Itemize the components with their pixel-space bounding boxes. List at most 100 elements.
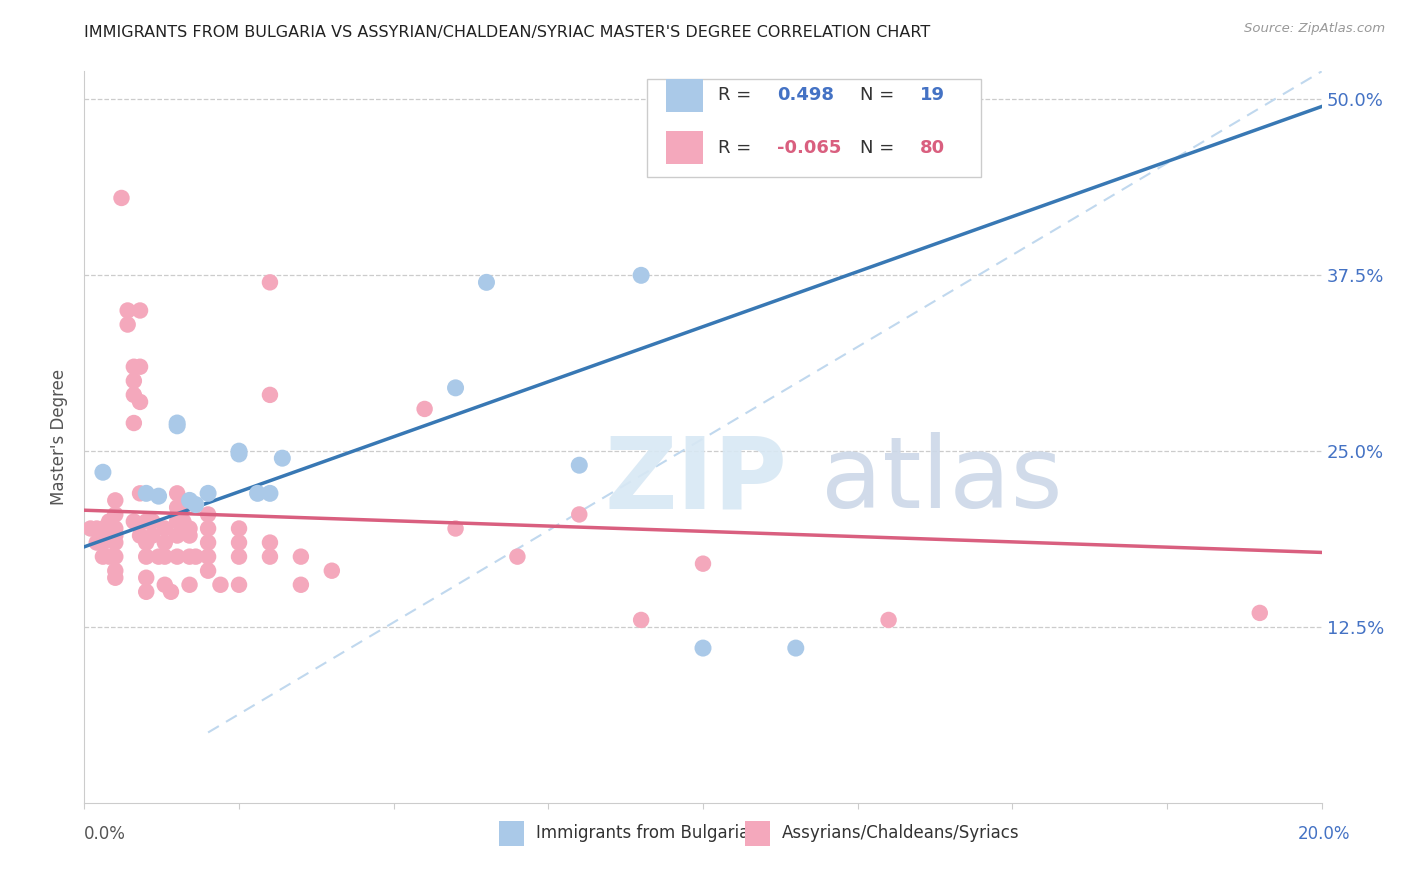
Text: R =: R = <box>718 139 756 157</box>
Point <box>129 395 152 409</box>
Point <box>160 584 183 599</box>
Point <box>166 515 188 529</box>
Point <box>91 535 114 549</box>
Point <box>153 549 176 564</box>
Point <box>153 535 176 549</box>
Point <box>122 374 145 388</box>
Point <box>129 359 152 374</box>
Point <box>321 564 343 578</box>
Point <box>153 578 176 592</box>
Point <box>104 535 127 549</box>
Point <box>179 549 201 564</box>
Point <box>259 276 281 290</box>
Point <box>228 549 250 564</box>
Point <box>141 515 163 529</box>
Point <box>148 489 170 503</box>
Point <box>290 549 312 564</box>
Point <box>104 521 127 535</box>
Point <box>117 318 139 332</box>
Point <box>179 521 201 535</box>
Text: Source: ZipAtlas.com: Source: ZipAtlas.com <box>1244 22 1385 36</box>
Point <box>1249 606 1271 620</box>
Point <box>568 508 591 522</box>
Point <box>104 528 127 542</box>
Point <box>129 303 152 318</box>
Point <box>122 388 145 402</box>
Point <box>475 276 498 290</box>
Point <box>91 549 114 564</box>
Point <box>129 528 152 542</box>
Point <box>197 521 219 535</box>
FancyBboxPatch shape <box>647 78 981 178</box>
Point <box>110 191 132 205</box>
Point <box>86 535 108 549</box>
Point <box>153 521 176 535</box>
Text: 0.0%: 0.0% <box>84 825 127 843</box>
Text: N =: N = <box>860 87 900 104</box>
Point <box>877 613 900 627</box>
Point <box>259 535 281 549</box>
Point <box>98 528 121 542</box>
Point <box>86 521 108 535</box>
Point <box>135 549 157 564</box>
Point <box>122 515 145 529</box>
Point <box>135 486 157 500</box>
Point <box>785 641 807 656</box>
Point <box>271 451 294 466</box>
Text: N =: N = <box>860 139 900 157</box>
Point <box>104 493 127 508</box>
Point <box>79 521 101 535</box>
Point <box>166 416 188 430</box>
Point <box>197 564 219 578</box>
Point <box>104 549 127 564</box>
Point <box>630 613 652 627</box>
Point <box>148 549 170 564</box>
Text: 80: 80 <box>920 139 945 157</box>
Point <box>135 571 157 585</box>
Point <box>197 486 219 500</box>
Point <box>444 521 467 535</box>
Bar <box>666 78 703 112</box>
Point <box>506 549 529 564</box>
Point <box>104 571 127 585</box>
Point <box>104 508 127 522</box>
Point <box>166 528 188 542</box>
Point <box>259 388 281 402</box>
Point <box>184 549 207 564</box>
Point <box>228 521 250 535</box>
Point <box>259 486 281 500</box>
Point <box>228 447 250 461</box>
Bar <box>666 131 703 164</box>
Point <box>129 486 152 500</box>
Point <box>98 549 121 564</box>
Point <box>259 549 281 564</box>
Point <box>179 578 201 592</box>
Point <box>166 549 188 564</box>
Point <box>135 584 157 599</box>
Point <box>228 535 250 549</box>
Text: ZIP: ZIP <box>605 433 787 530</box>
Point <box>179 493 201 508</box>
Point <box>228 578 250 592</box>
Text: R =: R = <box>718 87 756 104</box>
Point <box>172 500 194 515</box>
Point <box>290 578 312 592</box>
Point <box>141 528 163 542</box>
Text: 20.0%: 20.0% <box>1298 825 1350 843</box>
Point <box>166 486 188 500</box>
Point <box>117 303 139 318</box>
Point <box>91 521 114 535</box>
Text: atlas: atlas <box>821 433 1062 530</box>
Point <box>122 416 145 430</box>
Point <box>413 401 436 416</box>
Point <box>91 465 114 479</box>
Text: Immigrants from Bulgaria: Immigrants from Bulgaria <box>536 824 749 842</box>
Point <box>166 418 188 433</box>
Text: 0.498: 0.498 <box>778 87 834 104</box>
Point <box>104 564 127 578</box>
Point <box>692 557 714 571</box>
Point <box>197 535 219 549</box>
Point <box>209 578 232 592</box>
Point <box>228 444 250 458</box>
Point <box>184 498 207 512</box>
